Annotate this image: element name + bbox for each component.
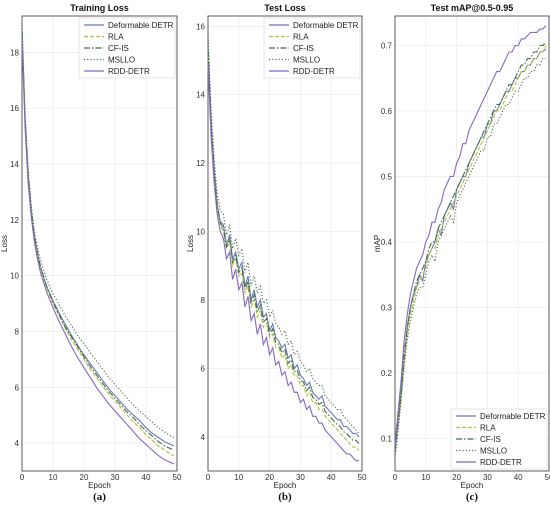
x-tick-label: 10 — [234, 473, 243, 482]
panel-test-loss: Test Loss Epoch Loss (b) 0 10 20 30 40 50 4 6 8 1… — [186, 3, 367, 503]
panel-caption: (a) — [93, 491, 106, 503]
y-tick-label: 4 — [201, 433, 206, 442]
x-tick-label: 20 — [265, 473, 274, 482]
x-tick-label: 20 — [452, 473, 461, 482]
legend-box — [263, 17, 361, 79]
legend: Deformable DETR RLA CF-IS MSLLO RDD-DETR — [78, 17, 176, 79]
series-line-deformable-detr — [394, 48, 547, 452]
x-tick-label: 30 — [483, 473, 492, 482]
x-tick-label: 50 — [358, 473, 367, 482]
series-line-rdd-detr — [207, 63, 359, 462]
series-line-rdd-detr — [394, 25, 547, 445]
legend-entry: MSLLO — [293, 56, 320, 65]
y-axis-label: mAP — [373, 235, 382, 252]
y-tick-label: 8 — [15, 327, 20, 336]
y-tick-label: 12 — [196, 159, 205, 168]
series-line-msllo — [394, 58, 546, 458]
series-line-rla — [207, 53, 360, 451]
series-line-cf-is — [207, 50, 360, 444]
panel-title: Test mAP@0.5-0.95 — [431, 3, 514, 13]
legend-entry: Deformable DETR — [108, 21, 174, 30]
y-tick-label: 16 — [196, 22, 205, 31]
legend: Deformable DETR RLA CF-IS MSLLO RDD-DETR — [450, 408, 548, 470]
legend-entry: Deformable DETR — [293, 21, 359, 30]
y-tick-label: 0.6 — [381, 107, 393, 116]
panel-test-map: Test mAP@0.5-0.95 Epoch mAP (c) 0 10 20 30 4… — [373, 3, 550, 503]
legend-entry: CF-IS — [108, 44, 129, 53]
legend-entry: MSLLO — [108, 56, 135, 65]
y-tick-label: 0.2 — [381, 369, 393, 378]
x-tick-label: 40 — [142, 473, 151, 482]
legend-entry: RLA — [480, 424, 496, 433]
y-tick-label: 14 — [10, 160, 19, 169]
x-tick-label: 50 — [173, 473, 182, 482]
x-tick-label: 0 — [20, 473, 25, 482]
legend: Deformable DETR RLA CF-IS MSLLO RDD-DETR — [263, 17, 361, 79]
legend-entry: RDD-DETR — [108, 67, 150, 76]
legend-entry: RLA — [108, 33, 124, 42]
y-tick-label: 8 — [201, 296, 206, 305]
y-tick-label: 6 — [201, 364, 206, 373]
panel-caption: (c) — [466, 491, 479, 503]
panel-title: Training Loss — [70, 3, 129, 13]
y-tick-label: 0.7 — [381, 41, 393, 50]
y-tick-label: 0.3 — [381, 303, 393, 312]
legend-entry: RDD-DETR — [480, 458, 522, 467]
plot-frame — [394, 15, 550, 472]
series-line-deformable-detr — [21, 29, 175, 447]
y-tick-label: 10 — [10, 272, 19, 281]
x-tick-label: 20 — [80, 473, 89, 482]
legend-box — [78, 17, 176, 79]
legend-entry: Deformable DETR — [480, 412, 546, 421]
x-tick-label: 40 — [327, 473, 336, 482]
y-tick-label: 0.1 — [381, 434, 393, 443]
x-tick-label: 30 — [296, 473, 305, 482]
series-line-cf-is — [394, 41, 547, 452]
x-tick-label: 10 — [49, 473, 58, 482]
legend-entry: CF-IS — [480, 435, 501, 444]
y-tick-label: 18 — [10, 48, 19, 57]
x-tick-label: 0 — [206, 473, 211, 482]
y-tick-label: 14 — [196, 91, 205, 100]
x-axis-label: Epoch — [274, 481, 297, 490]
legend-entry: RDD-DETR — [293, 67, 335, 76]
panel-caption: (b) — [278, 491, 292, 503]
panel-training-loss: Training Loss Epoch Loss (a) 0 10 20 30 40 50… — [0, 3, 182, 503]
series-line-rdd-detr — [21, 38, 175, 465]
x-tick-label: 0 — [393, 473, 398, 482]
y-tick-label: 0.4 — [381, 238, 393, 247]
y-tick-label: 12 — [10, 216, 19, 225]
legend-box — [450, 408, 548, 470]
series-line-rla — [394, 45, 547, 452]
series-line-msllo — [207, 33, 360, 434]
x-tick-label: 30 — [111, 473, 120, 482]
plot-frame — [207, 15, 363, 472]
legend-entry: RLA — [293, 33, 309, 42]
y-tick-label: 16 — [10, 104, 19, 113]
series-line-cf-is — [21, 31, 175, 451]
series-line-msllo — [21, 21, 175, 439]
series-line-rla — [21, 32, 175, 457]
y-axis-label: Loss — [186, 235, 195, 252]
y-tick-label: 0.5 — [381, 172, 393, 181]
y-tick-label: 4 — [15, 439, 20, 448]
y-tick-label: 10 — [196, 228, 205, 237]
panel-title: Test Loss — [264, 3, 305, 13]
x-tick-label: 50 — [545, 473, 550, 482]
x-axis-label: Epoch — [88, 481, 111, 490]
series-line-deformable-detr — [207, 46, 360, 438]
x-axis-label: Epoch — [461, 481, 484, 490]
x-tick-label: 10 — [421, 473, 430, 482]
legend-entry: MSLLO — [480, 447, 507, 456]
y-tick-label: 6 — [15, 383, 20, 392]
y-axis-label: Loss — [0, 235, 9, 252]
x-tick-label: 40 — [514, 473, 523, 482]
legend-entry: CF-IS — [293, 44, 314, 53]
plot-frame — [21, 15, 178, 472]
